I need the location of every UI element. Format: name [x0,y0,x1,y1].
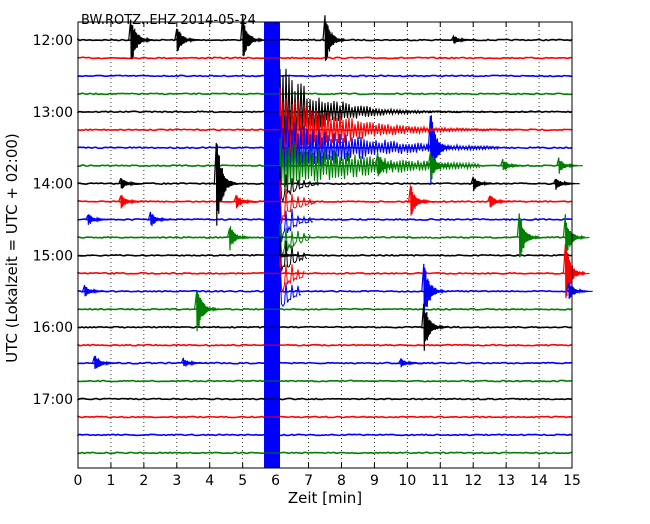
event-spike [194,291,221,332]
trace-line [77,235,573,239]
trace-line [77,379,573,383]
trace-line [77,38,573,42]
event-spike [552,178,580,190]
main-event-coda [279,87,519,169]
main-event-coda [279,223,311,256]
event-spike [500,158,527,171]
event-spike [487,195,514,208]
plot-frame [77,21,573,469]
event-spike [421,263,448,314]
trace-line [77,92,573,96]
trace-line [77,56,573,60]
main-event-coda [279,68,540,150]
x-tick-label: 10 [398,473,416,489]
trace-line [77,307,573,311]
event-spike [128,19,155,60]
y-axis-label: UTC (Lokalzeit = UTC + 02:00) [3,133,21,363]
x-tick-label: 8 [337,473,346,489]
chart-title: BW.ROTZ..EHZ 2014-05-24 [81,13,256,28]
x-tick-label: 3 [172,473,181,489]
main-event-coda [279,197,314,243]
event-spike [562,214,590,253]
y-tick-label: 14:00 [33,177,73,193]
grid [110,22,540,468]
x-tick-label: 1 [106,473,115,489]
event-spike [85,214,112,225]
event-spike [233,195,261,209]
event-spike [562,244,590,299]
y-axis-ticks: 12:00 13:00 14:00 15:00 16:00 17:00 [33,33,572,408]
event-spike [118,194,145,209]
trace-line [77,271,573,275]
trace-line [77,433,573,437]
x-tick-label: 14 [530,473,548,489]
events [82,15,593,468]
event-spike [566,282,593,299]
y-tick-label: 16:00 [33,320,73,336]
event-spike [408,185,435,216]
y-tick-label: 17:00 [33,392,73,408]
event-spike [240,15,267,57]
main-event-band [264,22,281,468]
main-event-coda [279,137,481,192]
event-spike [516,213,544,258]
trace-line [77,164,573,168]
trace-line [77,361,573,365]
event-spike [174,28,201,52]
x-axis-label: Zeit [min] [288,489,362,507]
trace-line [77,343,573,347]
x-tick-label: 9 [370,473,379,489]
trace-line [77,253,573,257]
x-tick-label: 4 [205,473,214,489]
event-spike [322,15,350,61]
trace-line [77,397,573,401]
event-spike [398,357,425,368]
event-spike [450,34,478,44]
trace-line [77,74,573,78]
y-tick-label: 13:00 [33,105,73,121]
trace-line [77,182,573,186]
x-tick-label: 5 [238,473,247,489]
x-tick-label: 13 [497,473,515,489]
event-spike [213,142,241,226]
x-tick-label: 15 [563,473,581,489]
event-spike [226,226,254,251]
y-tick-label: 12:00 [33,33,73,49]
x-tick-label: 11 [431,473,449,489]
y-tick-label: 15:00 [33,248,73,264]
main-event-coda [279,235,308,272]
main-event-coda [279,267,302,308]
x-tick-label: 2 [139,473,148,489]
main-event-coda [279,166,320,203]
trace-line [77,415,573,419]
main-event-coda [279,115,500,182]
x-tick-label: 6 [271,473,280,489]
event-spike [147,211,175,227]
event-spike [91,355,119,370]
trace-line [77,289,573,293]
main-event-coda [279,255,305,294]
event-spike [118,177,145,189]
event-spike [470,176,498,192]
x-axis-ticks: 0 1 2 3 4 5 6 7 8 9 10 11 12 13 14 15 [74,22,581,489]
trace-line [77,325,573,329]
x-tick-label: 7 [304,473,313,489]
event-spike [556,157,583,174]
event-spike [180,357,208,367]
trace-line [77,451,573,455]
main-event-coda [279,179,317,224]
traces [77,38,573,455]
x-tick-label: 12 [464,473,482,489]
event-spike [421,303,448,351]
x-tick-label: 0 [74,473,83,489]
event-spike [82,284,109,297]
